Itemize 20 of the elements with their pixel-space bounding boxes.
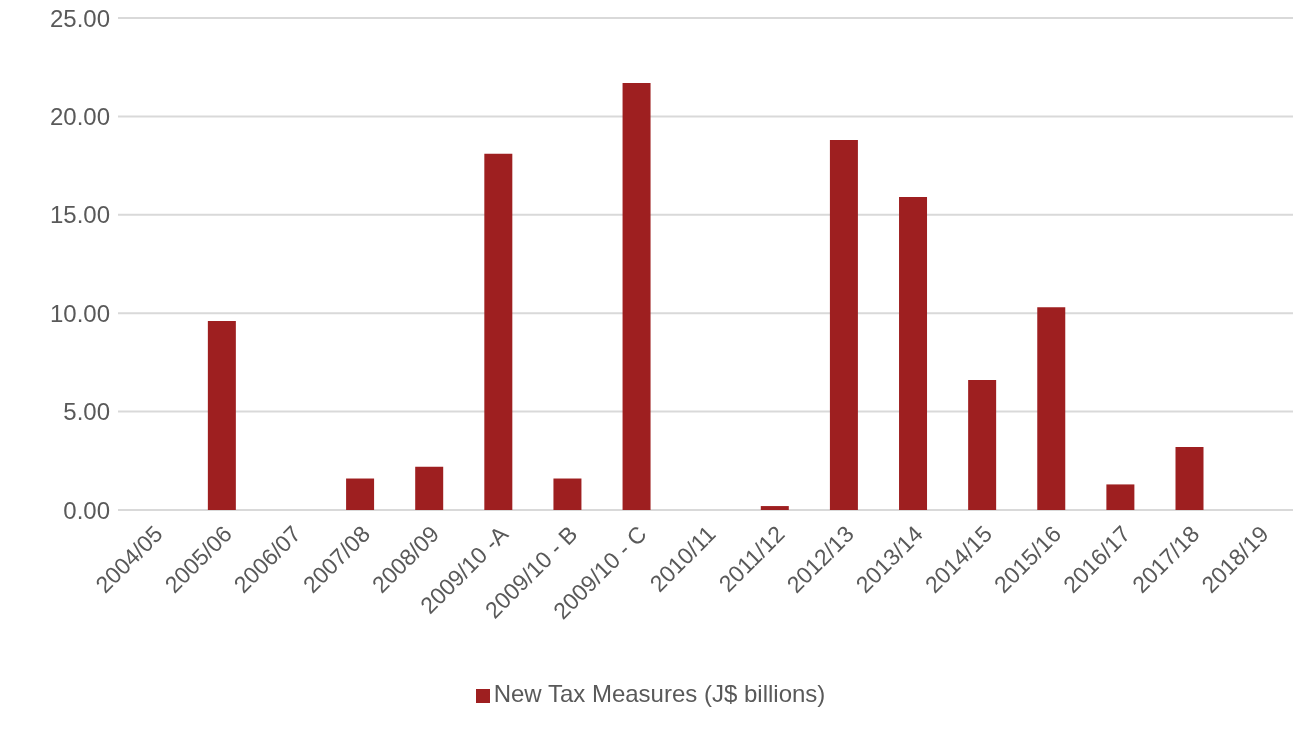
y-tick-label: 0.00	[63, 496, 110, 524]
legend-label: New Tax Measures (J$ billions)	[493, 680, 826, 707]
bar	[207, 321, 236, 510]
y-tick-label: 5.00	[63, 398, 110, 426]
bar	[899, 197, 928, 510]
bar	[1106, 484, 1135, 510]
bar	[415, 466, 444, 510]
bar	[1037, 307, 1066, 510]
bar	[829, 140, 858, 510]
bar	[622, 82, 651, 510]
bar	[1175, 447, 1204, 510]
bar	[968, 380, 997, 510]
bar	[346, 478, 375, 510]
y-tick-label: 10.00	[49, 299, 110, 327]
bar	[484, 153, 513, 510]
bar	[760, 506, 789, 510]
y-tick-label: 15.00	[49, 201, 110, 229]
y-tick-label: 20.00	[49, 102, 110, 130]
y-tick-label: 25.00	[49, 4, 110, 32]
bar	[553, 478, 582, 510]
